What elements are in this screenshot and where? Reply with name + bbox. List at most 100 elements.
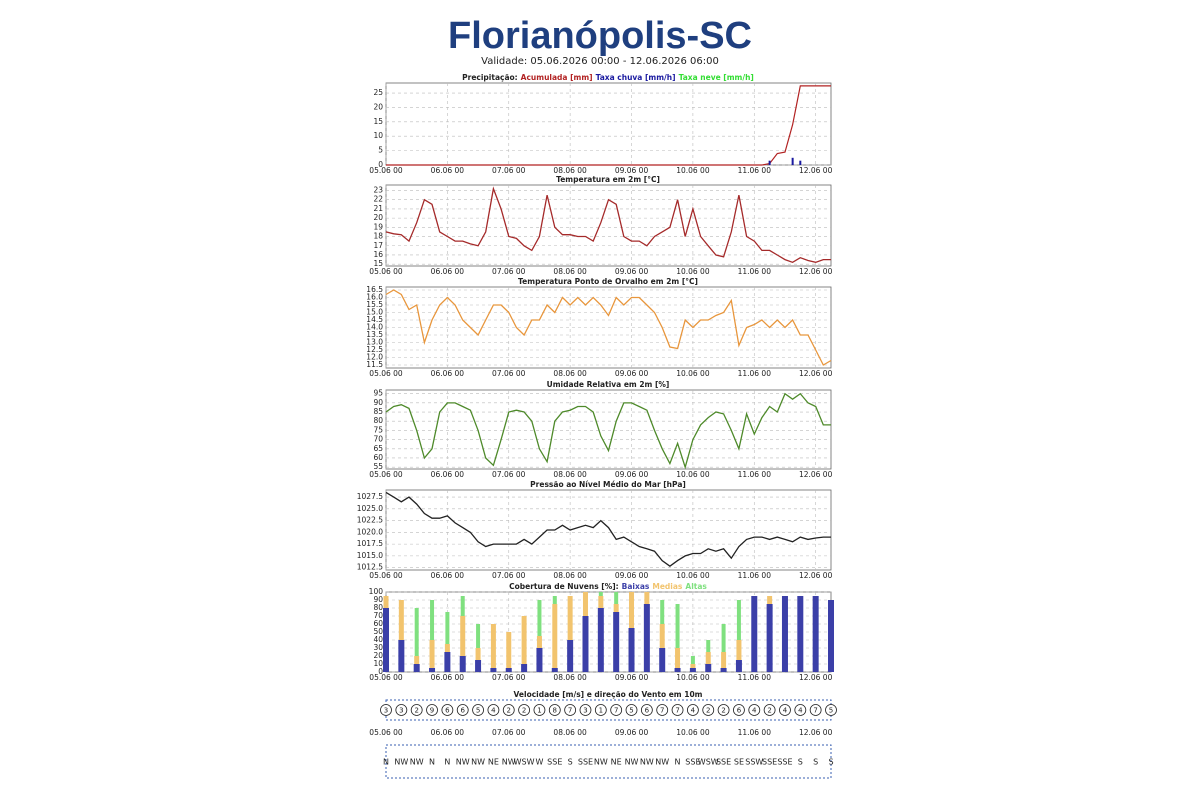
bar — [675, 604, 680, 672]
chart-title-text: Cobertura de Nuvens [%]: — [509, 582, 619, 591]
x-tick-label: 10.06 00 — [676, 728, 710, 737]
wind-direction: NW — [502, 758, 516, 767]
y-tick-label: 14.0 — [366, 323, 383, 332]
y-tick-label: 17 — [373, 241, 383, 250]
wind-speed-label: 8 — [553, 707, 557, 715]
plot-area — [385, 489, 832, 571]
chart-title: Cobertura de Nuvens [%]: Baixas Medias Alta… — [509, 582, 707, 591]
wind-direction: NW — [471, 758, 485, 767]
x-tick-label: 08.06 00 — [553, 571, 587, 580]
wind-speed-marker — [502, 704, 515, 716]
wind-speed-label: 7 — [660, 707, 664, 715]
wind-speed-label: 2 — [414, 707, 418, 715]
wind-direction: NW — [640, 758, 654, 767]
x-tick-label: 05.06 00 — [369, 369, 403, 378]
y-tick-label: 1017.5 — [357, 539, 383, 548]
wind-speed-marker — [825, 704, 837, 716]
x-tick-label: 11.06 00 — [738, 571, 772, 580]
x-tick-label: 12.06 00 — [799, 673, 833, 682]
wind-speed-marker — [779, 704, 791, 716]
plot-area — [385, 184, 832, 267]
y-tick-label: 65 — [373, 444, 383, 453]
y-tick-label: 15 — [373, 117, 383, 126]
wind-speed-marker — [717, 704, 730, 716]
x-tick-label: 09.06 00 — [615, 673, 649, 682]
legend-entry: Baixas — [622, 582, 650, 591]
x-tick-label: 11.06 00 — [738, 369, 772, 378]
legend-entry: Acumulada [mm] — [521, 73, 593, 82]
wind-speed-label: 6 — [645, 707, 650, 715]
y-tick-label: 15.0 — [366, 308, 383, 317]
x-tick-label: 09.06 00 — [615, 369, 649, 378]
bar — [506, 632, 512, 672]
bar — [475, 660, 482, 672]
y-tick-label: 19 — [373, 222, 383, 231]
bar — [521, 616, 527, 672]
y-tick-label: 25 — [373, 88, 383, 97]
wind-speed-marker — [564, 704, 577, 716]
wind-speed-label: 5 — [476, 707, 480, 715]
wind-speed-label: 7 — [568, 707, 572, 715]
wind-speed-marker — [426, 704, 438, 716]
bar — [444, 652, 451, 672]
x-tick-label: 10.06 00 — [676, 470, 710, 479]
bar — [429, 640, 435, 672]
wind-speed-label: 5 — [629, 707, 633, 715]
wind-speed-label: 3 — [399, 707, 403, 715]
y-tick-label: 15.5 — [366, 300, 383, 309]
y-tick-label: 40 — [373, 635, 383, 644]
x-tick-label: 10.06 00 — [676, 369, 710, 378]
x-tick-label: 12.06 00 — [799, 571, 833, 580]
bar — [675, 648, 681, 672]
wind-direction: NE — [488, 758, 499, 767]
bar — [751, 596, 758, 672]
wind-speed-marker — [548, 704, 561, 716]
wind-direction: S — [568, 758, 573, 767]
bar — [490, 668, 497, 672]
x-tick-label: 11.06 00 — [738, 470, 772, 479]
y-tick-label: 0 — [378, 160, 383, 169]
bar — [552, 604, 558, 672]
wind-direction: NW — [410, 758, 424, 767]
y-tick-label: 100 — [369, 587, 384, 596]
bar — [721, 652, 727, 672]
wind-speed-marker — [533, 704, 546, 716]
wind-speed-marker — [594, 704, 607, 716]
y-tick-label: 22 — [373, 195, 383, 204]
wind-speed-label: 4 — [783, 707, 788, 715]
page-title: Florianópolis-SC — [448, 15, 752, 57]
data-line — [385, 392, 831, 470]
bar — [768, 160, 771, 165]
wind-speed-marker — [625, 704, 638, 716]
y-tick-label: 18 — [373, 232, 383, 241]
wind-direction: S — [828, 758, 833, 767]
x-tick-label: 06.06 00 — [431, 571, 465, 580]
legend-entry: Taxa chuva [mm/h] — [596, 73, 676, 82]
wind-speed-label: 7 — [813, 707, 817, 715]
x-tick-label: 07.06 00 — [492, 267, 526, 276]
wind-speed-label: 3 — [384, 707, 388, 715]
x-tick-label: 11.06 00 — [738, 728, 772, 737]
wind-speed-label: 7 — [675, 707, 679, 715]
wind-direction: SSE — [762, 758, 777, 767]
wind-speed-marker — [579, 704, 592, 716]
x-tick-label: 07.06 00 — [492, 673, 526, 682]
bar — [413, 664, 420, 672]
y-tick-label: 90 — [373, 595, 383, 604]
wind-direction: NW — [456, 758, 470, 767]
x-tick-label: 07.06 00 — [492, 166, 526, 175]
y-tick-label: 16.0 — [366, 293, 383, 302]
chart-title: Precipitação: Acumulada [mm] Taxa chuva [m… — [462, 73, 754, 82]
x-tick-label: 12.06 00 — [799, 728, 833, 737]
y-tick-label: 80 — [373, 416, 383, 425]
bar — [628, 628, 635, 672]
bar — [791, 157, 794, 165]
chart-title: Pressão ao Nível Médio do Mar [hPa] — [530, 480, 686, 489]
wind-direction: SE — [734, 758, 744, 767]
bar — [812, 596, 819, 672]
y-tick-label: 5 — [378, 146, 383, 155]
wind-speed-marker — [656, 704, 669, 716]
data-line — [385, 491, 831, 568]
bar — [430, 600, 435, 672]
